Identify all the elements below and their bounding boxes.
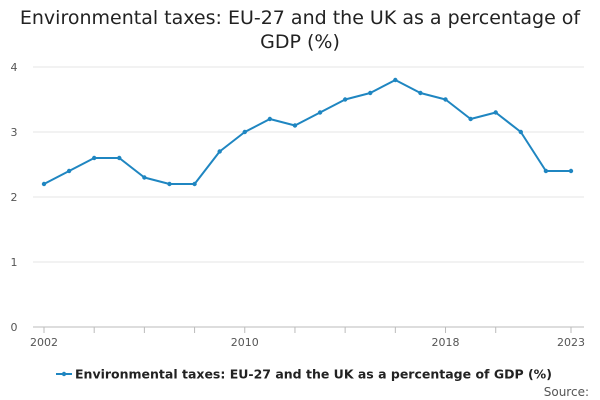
legend-marker-icon	[61, 371, 67, 377]
legend[interactable]: Environmental taxes: EU-27 and the UK as…	[56, 367, 552, 382]
data-point-2010[interactable]	[242, 129, 247, 135]
source-label: Source:	[544, 385, 589, 399]
data-point-2016[interactable]	[393, 77, 398, 83]
data-point-2023[interactable]	[568, 168, 574, 174]
x-tick-label-2002: 2002	[30, 336, 58, 349]
y-tick-label-2: 2	[11, 191, 18, 204]
x-tick-label-2023: 2023	[557, 336, 585, 349]
legend-label[interactable]: Environmental taxes: EU-27 and the UK as…	[75, 367, 552, 382]
y-tick-label-1: 1	[11, 256, 18, 269]
data-point-2011[interactable]	[267, 116, 273, 122]
chart-title-line-2: GDP (%)	[260, 31, 340, 53]
data-point-2004[interactable]	[91, 155, 97, 161]
series-layer	[41, 77, 574, 187]
data-point-2013[interactable]	[317, 110, 323, 115]
data-point-2009[interactable]	[217, 149, 222, 154]
data-point-2002[interactable]	[41, 181, 47, 187]
data-point-2007[interactable]	[167, 181, 172, 187]
y-tick-label-0: 0	[11, 321, 18, 334]
data-point-2017[interactable]	[418, 90, 423, 96]
chart-title-line-1: Environmental taxes: EU-27 and the UK as…	[19, 7, 581, 29]
data-point-2020[interactable]	[493, 110, 498, 115]
x-axis: 2002 2010 2018 2023	[30, 326, 585, 349]
data-point-2014[interactable]	[342, 97, 348, 102]
data-point-2022[interactable]	[543, 168, 549, 174]
series-line-0	[43, 79, 571, 185]
y-axis: 0 1 2 3 4	[11, 61, 18, 334]
y-tick-label-4: 4	[11, 61, 18, 74]
x-tick-label-2018: 2018	[432, 336, 460, 349]
gridlines	[33, 66, 584, 263]
data-point-2019[interactable]	[468, 116, 473, 122]
data-point-2005[interactable]	[117, 155, 122, 161]
data-point-2012[interactable]	[292, 123, 298, 128]
y-tick-label-3: 3	[11, 126, 18, 139]
data-point-2008[interactable]	[192, 181, 197, 187]
data-point-2018[interactable]	[443, 97, 448, 102]
x-tick-label-2010: 2010	[231, 336, 259, 349]
data-point-2021[interactable]	[518, 129, 524, 135]
data-point-2006[interactable]	[142, 175, 147, 180]
data-point-2003[interactable]	[66, 168, 72, 174]
data-point-2015[interactable]	[368, 90, 373, 96]
chart-title: Environmental taxes: EU-27 and the UK as…	[0, 6, 600, 54]
